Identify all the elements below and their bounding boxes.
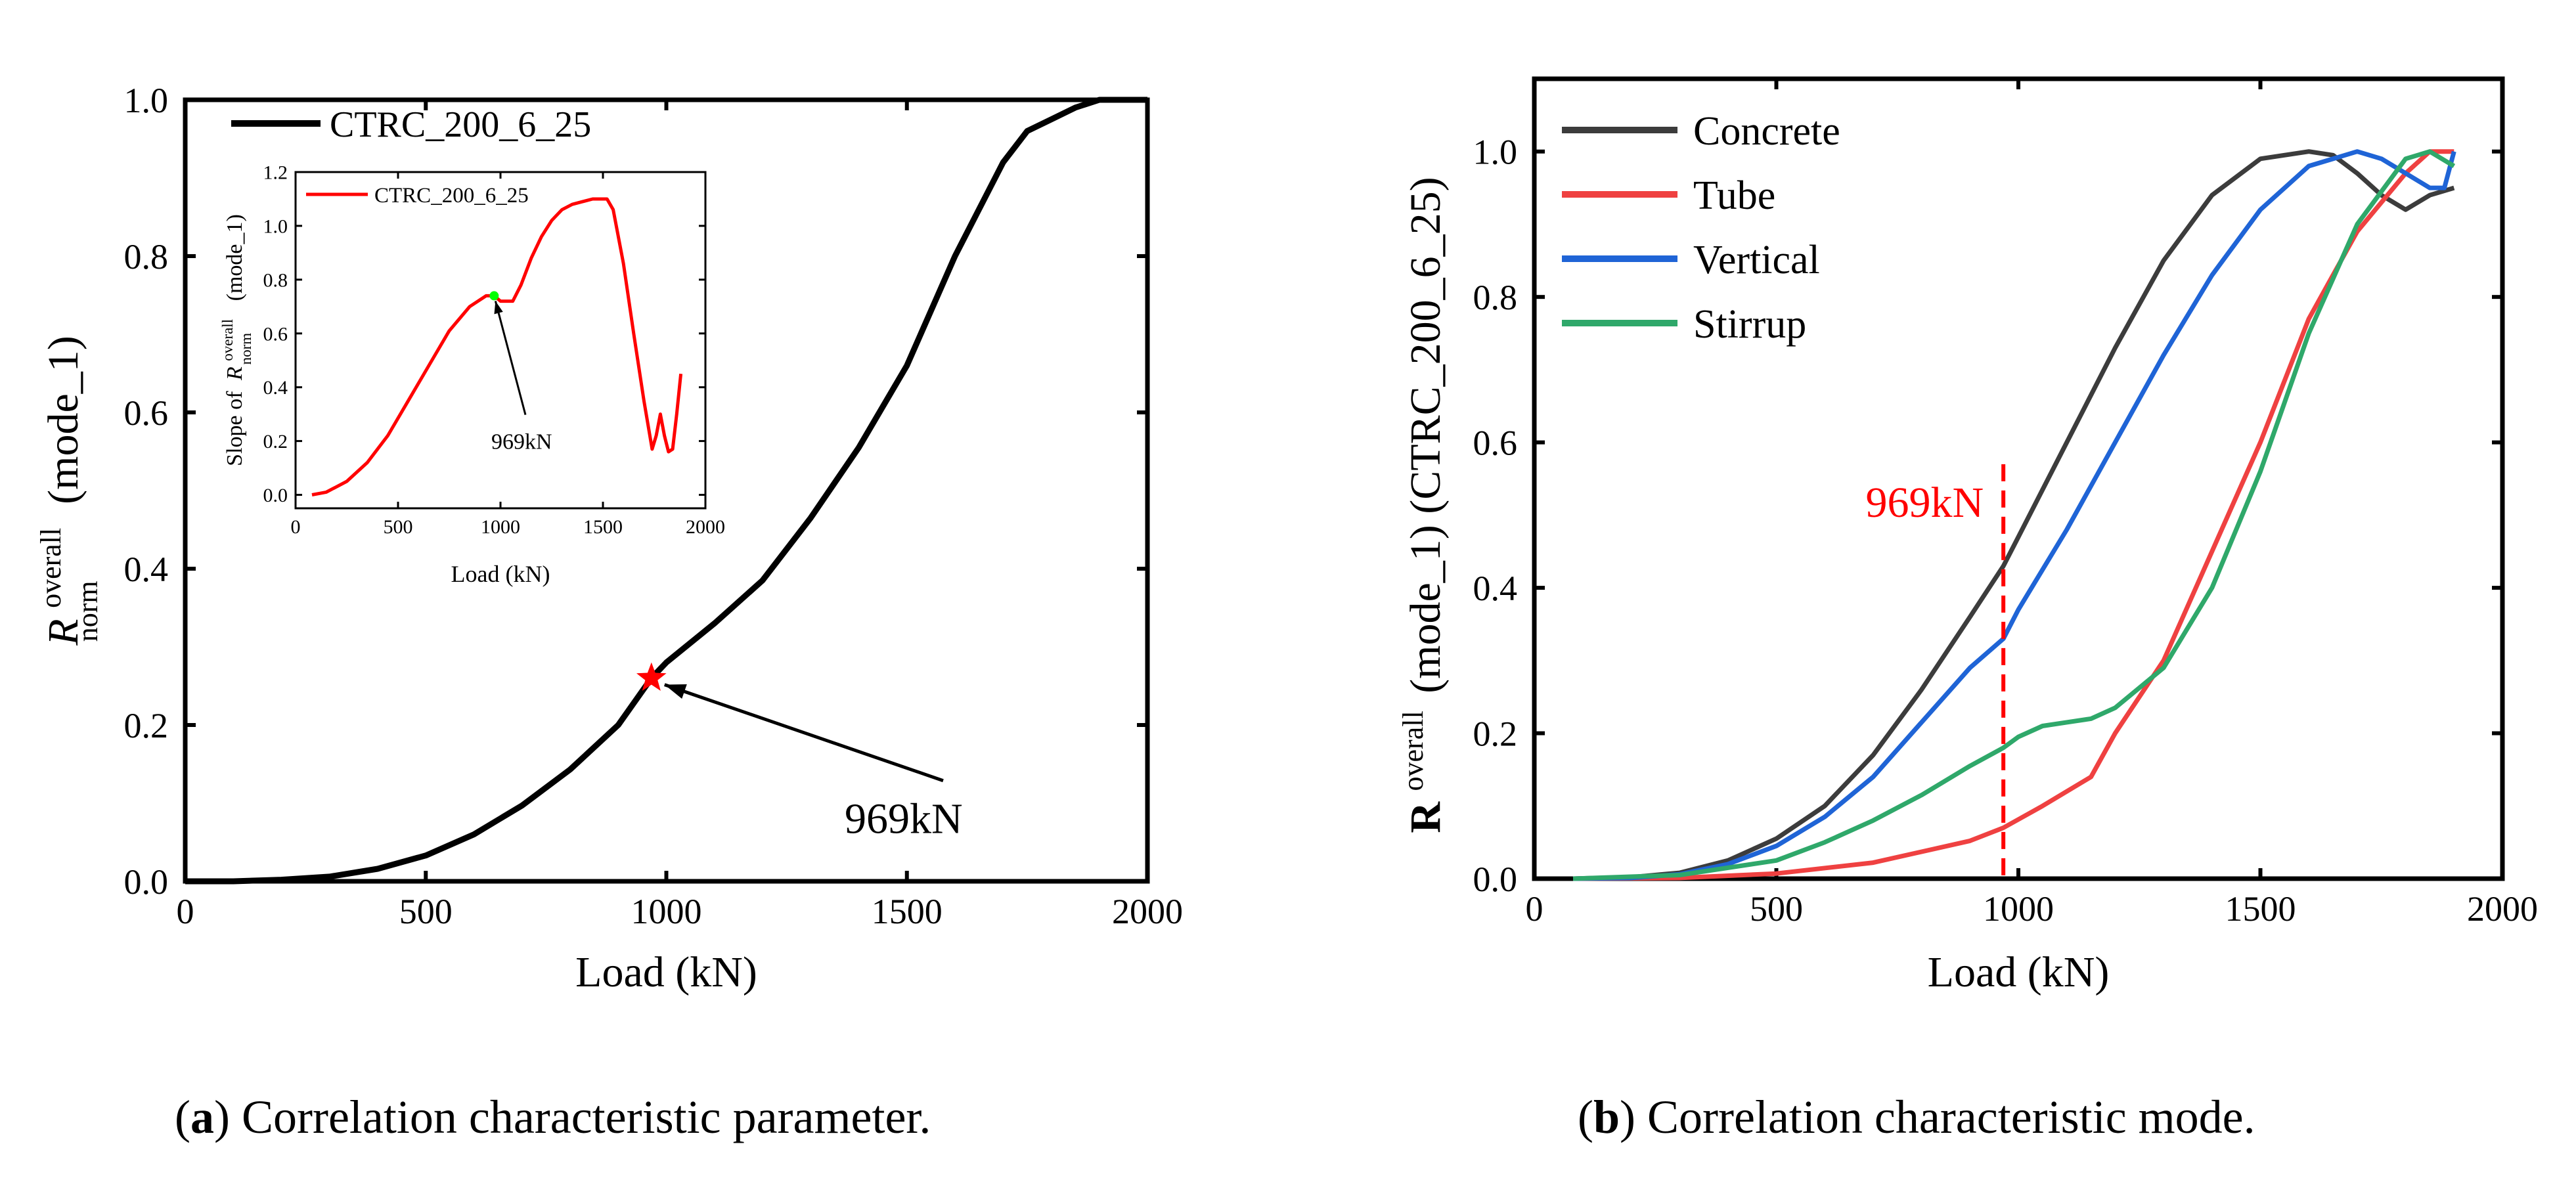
inset-ylabel-prefix: Slope of	[223, 391, 247, 466]
panel-a-ylabel-sub: norm	[72, 581, 104, 642]
panel-b-series	[1572, 149, 2456, 881]
y-tick-label: 0.4	[1473, 569, 1518, 608]
inset-ylabel-sup: overall	[219, 319, 236, 361]
inset-series-line	[311, 197, 683, 496]
x-tick-label: 500	[384, 516, 413, 538]
inset-legend: CTRC_200_6_25	[306, 184, 529, 208]
x-tick-label: 1500	[872, 892, 943, 931]
panel-a-ticks: 0 500 1000 1500 2000 0.0 0.2 0.4 0.6 0.8 1.0	[124, 81, 1184, 931]
svg-text:R overall (mod: R overall (mode_1) (CTRC_200_6_25)	[1385, 177, 1450, 833]
panel-b-plot-frame	[1532, 76, 2505, 881]
panel-a-legend-label: CTRC_200_6_25	[330, 104, 591, 145]
x-tick-label: 1000	[631, 892, 702, 931]
y-tick-label: 0.0	[1473, 860, 1518, 899]
x-tick-label: 1000	[1983, 889, 2054, 929]
panel-b-ylabel-base: R	[1402, 801, 1450, 833]
panel-a-legend: CTRC_200_6_25	[231, 104, 591, 145]
inset-plot-frame	[294, 171, 707, 510]
panel-a-annotation-label: 969kN	[845, 795, 963, 843]
y-tick-label: 0.2	[124, 706, 169, 745]
inset-y-axis-label: Slope of R overall norm (mode_1)	[213, 214, 256, 466]
inset-ylabel-suffix: (mode_1)	[223, 214, 247, 301]
panel-a-series	[185, 97, 1147, 885]
y-tick-label: 0.4	[124, 550, 169, 589]
inset-arrow-shaft	[494, 301, 527, 415]
panel-b-series-concrete	[1572, 149, 2455, 881]
panel-a-inset-chart: 0 500 1000 1500 2000 0.0 0.2 0.4 0.6 0.8 1.0 1.2 CT…	[213, 162, 726, 588]
inset-annotation-label: 969kN	[491, 430, 552, 454]
y-tick-label: 1.0	[124, 81, 169, 120]
svg-text:Slope of R: Slope of R overall norm (mode_1)	[213, 214, 256, 466]
panel-a-arrow-shaft	[663, 683, 944, 783]
x-tick-label: 2000	[2467, 889, 2538, 929]
caption-a-text: Correlation characteristic parameter.	[229, 1091, 931, 1143]
panel-b-legend-label-concrete: Concrete	[1693, 109, 1840, 154]
svg-text:R overall norm: R overall norm (mode_1)	[22, 336, 107, 646]
panel-b-legend-label-tube: Tube	[1693, 173, 1775, 218]
y-tick-label: 0.2	[1473, 714, 1518, 753]
x-tick-label: 1500	[583, 516, 623, 538]
panel-a-x-axis-label: Load (kN)	[575, 948, 757, 996]
x-tick-label: 500	[1750, 889, 1803, 929]
panel-a-arrow-head	[664, 684, 687, 699]
inset-ylabel-sub: norm	[238, 333, 254, 365]
panel-b-reference-label: 969kN	[1865, 479, 1984, 527]
panel-a-ylabel-suffix: (mode_1)	[39, 336, 87, 504]
x-tick-label: 0	[1526, 889, 1543, 929]
caption-b: (b) Correlation characteristic mode.	[1578, 1091, 2255, 1143]
panel-b-ylabel-suffix: (mode_1) (CTRC_200_6_25)	[1402, 177, 1450, 693]
caption-b-tag: b	[1593, 1091, 1620, 1143]
y-tick-label: 1.0	[1473, 133, 1518, 172]
x-tick-label: 0	[177, 892, 194, 931]
panel-b-legend: Concrete Tube Vertical Stirrup	[1562, 109, 1840, 347]
panel-b-y-axis-label: R overall (mode_1) (CTRC_200_6_25)	[1385, 177, 1450, 833]
inset-series	[311, 197, 683, 496]
panel-a-y-axis-label: R overall norm (mode_1)	[22, 336, 107, 646]
panel-b-chart: 0 500 1000 1500 2000 0.0 0.2 0.4 0.6 0.8 1.0 Concr…	[1385, 76, 2538, 996]
y-tick-label: 0.0	[263, 485, 288, 506]
x-tick-label: 0	[291, 516, 301, 538]
caption-b-text: Correlation characteristic mode.	[1635, 1091, 2255, 1143]
inset-highlight-point	[489, 291, 499, 301]
x-tick-label: 2000	[686, 516, 725, 538]
panel-b-series-tube	[1572, 149, 2454, 881]
inset-arrow-head	[494, 301, 503, 315]
x-tick-label: 500	[399, 892, 453, 931]
x-tick-label: 2000	[1112, 892, 1183, 931]
y-tick-label: 0.8	[124, 237, 169, 276]
y-tick-label: 1.0	[263, 215, 288, 237]
panel-b-legend-label-vertical: Vertical	[1693, 238, 1820, 282]
caption-a: (a) Correlation characteristic parameter…	[175, 1091, 931, 1143]
inset-ylabel-base: R	[223, 366, 247, 381]
panel-b-series-vertical	[1572, 149, 2456, 881]
y-tick-label: 0.2	[263, 431, 288, 452]
y-tick-label: 0.0	[124, 862, 169, 902]
x-tick-label: 1500	[2225, 889, 2296, 929]
caption-a-tag: a	[190, 1091, 214, 1143]
panel-a-annotation: 969kN	[663, 683, 963, 843]
panel-a-series-line	[185, 97, 1147, 885]
y-tick-label: 0.8	[263, 269, 288, 291]
panel-b-legend-label-stirrup: Stirrup	[1693, 302, 1806, 347]
y-tick-label: 1.2	[263, 162, 288, 184]
y-tick-label: 0.8	[1473, 278, 1518, 317]
panel-b-series-stirrup	[1572, 149, 2456, 881]
panel-a-highlight-star	[636, 662, 667, 691]
inset-ticks: 0 500 1000 1500 2000 0.0 0.2 0.4 0.6 0.8 1.0 1.2	[263, 162, 726, 538]
panel-a-ylabel-sup: overall	[35, 528, 67, 608]
panel-b-ylabel-sup: overall	[1397, 711, 1429, 791]
panel-b-x-axis-label: Load (kN)	[1928, 948, 2110, 996]
y-tick-label: 0.6	[1473, 424, 1518, 463]
panel-a-chart: 0 500 1000 1500 2000 0.0 0.2 0.4 0.6 0.8 1.0 CTRC_…	[22, 81, 1184, 996]
y-tick-label: 0.6	[263, 323, 288, 345]
panel-a-ylabel-base: R	[39, 619, 87, 646]
y-tick-label: 0.6	[124, 393, 169, 433]
panel-b-reference: 969kN	[1865, 464, 2006, 879]
inset-legend-label: CTRC_200_6_25	[374, 184, 529, 208]
inset-annotation: 969kN	[491, 301, 552, 454]
y-tick-label: 0.4	[263, 377, 288, 399]
x-tick-label: 1000	[481, 516, 520, 538]
inset-x-axis-label: Load (kN)	[451, 561, 550, 587]
